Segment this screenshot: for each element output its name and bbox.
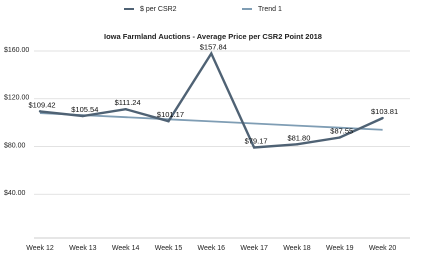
x-tick-label: Week 16 xyxy=(198,245,226,252)
x-tick-label: Week 20 xyxy=(369,245,397,252)
data-label: $103.81 xyxy=(371,107,398,116)
x-tick-label: Week 19 xyxy=(326,245,354,252)
legend-label: Trend 1 xyxy=(258,6,282,13)
point xyxy=(338,136,341,139)
x-tick-label: Week 12 xyxy=(26,245,54,252)
data-label: $111.24 xyxy=(115,98,141,107)
point xyxy=(167,120,170,123)
point xyxy=(381,116,384,120)
data-label: $101.17 xyxy=(157,110,184,119)
x-tick-label: Week 17 xyxy=(240,245,268,252)
data-label: $81.80 xyxy=(287,133,310,142)
x-tick-label: Week 14 xyxy=(112,245,140,252)
point xyxy=(81,114,85,118)
point xyxy=(38,110,42,113)
point xyxy=(295,143,299,146)
data-label: $109.42 xyxy=(28,100,55,109)
x-tick-label: Week 18 xyxy=(283,245,311,252)
legend-label: $ per CSR2 xyxy=(140,6,177,13)
y-tick-label: $40.00 xyxy=(4,190,26,197)
data-label: $87.55 xyxy=(330,126,353,135)
data-label: $157.84 xyxy=(200,43,227,52)
x-tick-label: Week 13 xyxy=(69,245,97,252)
chart-title: Iowa Farmland Auctions - Average Price p… xyxy=(104,32,322,41)
point xyxy=(210,52,213,55)
data-label: $105.54 xyxy=(71,105,98,114)
series-line xyxy=(39,112,383,131)
y-tick-label: $160.00 xyxy=(4,47,29,54)
x-tick-label: Week 15 xyxy=(155,245,183,252)
y-tick-label: $80.00 xyxy=(4,142,26,149)
data-label: $79.17 xyxy=(245,136,268,145)
point xyxy=(124,107,127,111)
y-tick-label: $120.00 xyxy=(4,95,29,102)
point xyxy=(252,146,256,149)
